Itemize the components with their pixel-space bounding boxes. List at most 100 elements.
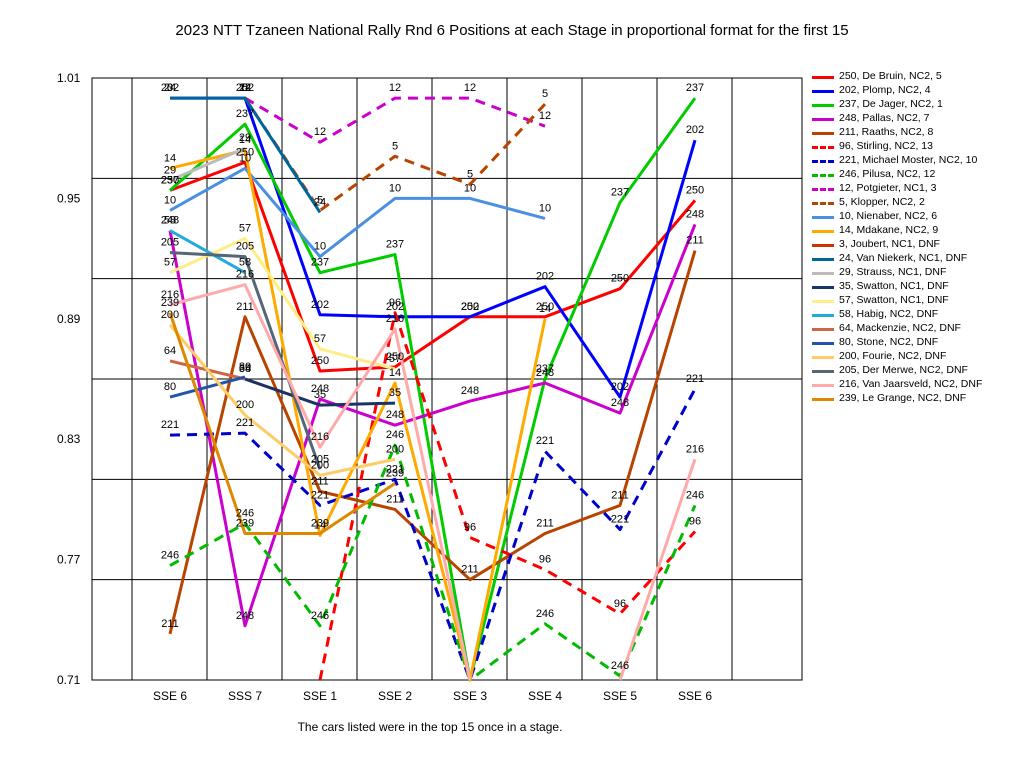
series-line-29 [169,146,246,182]
point-label: 248 [536,367,554,379]
legend-item: 250, De Bruin, NC2, 5 [812,70,1022,83]
point-label: 237 [236,108,254,120]
point-label: 14 [389,367,401,379]
point-label: 211 [386,493,404,505]
x-tick-label: SSE 6 [678,689,712,703]
legend-label: 29, Strauss, NC1, DNF [839,266,947,278]
legend-label: 10, Nienaber, NC2, 6 [839,210,938,222]
x-tick-label: SSE 1 [303,689,337,703]
x-tick-label: SSE 5 [603,689,637,703]
point-label: 237 [686,82,704,94]
series-line-96 [318,311,697,681]
legend-swatch [812,160,834,163]
series-line-250 [169,160,697,373]
legend-item: 205, Der Merwe, NC2, DNF [812,364,1022,377]
point-label: 246 [161,550,179,562]
legend-label: 237, De Jager, NC2, 1 [839,98,943,110]
legend-item: 211, Raaths, NC2, 8 [812,126,1022,139]
point-label: 237 [161,174,179,186]
point-label: 250 [461,301,479,313]
y-axis-ticks: 1.01 0.95 0.89 0.83 0.77 0.71 [57,71,81,687]
legend-label: 24, Van Niekerk, NC1, DNF [839,252,968,264]
point-label: 80 [164,381,176,393]
point-label: 221 [311,489,329,501]
legend-swatch [812,370,834,373]
point-label: 14 [164,152,176,164]
point-label: 10 [464,182,476,194]
series-line-24 [170,96,322,214]
point-label: 10 [239,152,251,164]
legend-label: 35, Swatton, NC1, DNF [839,280,949,292]
legend-item: 35, Swatton, NC1, DNF [812,280,1022,293]
legend-label: 211, Raaths, NC2, 8 [839,126,934,138]
point-label: 10 [164,194,176,206]
point-label: 5 [392,140,398,152]
legend-label: 3, Joubert, NC1, DNF [839,238,940,250]
point-label: 237 [311,257,329,269]
point-label: 216 [236,269,254,281]
point-label: 250 [311,355,329,367]
point-label: 248 [236,610,254,622]
legend-label: 246, Pilusa, NC2, 12 [839,168,936,180]
legend-label: 12, Potgieter, NC1, 3 [839,182,937,194]
legend-label: 248, Pallas, NC2, 7 [839,112,930,124]
point-label: 221 [386,463,404,475]
legend-label: 239, Le Grange, NC2, DNF [839,392,967,404]
point-label: 58 [164,215,176,227]
point-label: 239 [236,518,254,530]
point-label: 14 [539,303,551,315]
point-label: 248 [311,383,329,395]
point-label: 96 [539,554,551,566]
point-label: 80 [239,361,251,373]
legend-label: 57, Swatton, NC1, DNF [839,294,949,306]
point-label: 24 [239,82,251,94]
series-line-80 [169,375,246,399]
legend-item: 248, Pallas, NC2, 7 [812,112,1022,125]
point-label: 12 [539,110,551,122]
point-label: 35 [389,387,401,399]
point-label: 10 [314,241,326,253]
x-tick-label: SSS 7 [228,689,262,703]
legend-item: 239, Le Grange, NC2, DNF [812,392,1022,405]
legend-swatch [812,328,834,331]
legend-item: 96, Stirling, NC2, 13 [812,140,1022,153]
series-line-202 [170,96,697,399]
chart-footer: The cars listed were in the top 15 once … [297,720,563,734]
legend-item: 57, Swatton, NC1, DNF [812,294,1022,307]
legend-swatch [812,398,834,401]
point-label: 12 [389,82,401,94]
legend-item: 29, Strauss, NC1, DNF [812,266,1022,279]
legend-item: 14, Mdakane, NC2, 9 [812,224,1022,237]
legend-label: 250, De Bruin, NC2, 5 [839,70,942,82]
point-label: 221 [686,373,704,385]
point-label: 202 [611,381,629,393]
point-label: 216 [686,443,704,455]
point-label: 96 [614,598,626,610]
point-label: 216 [311,431,329,443]
chart-title: 2023 NTT Tzaneen National Rally Rnd 6 Po… [175,22,849,39]
series-line-216 [618,458,697,681]
y-tick-label: 0.89 [57,312,81,326]
point-label: 211 [536,518,554,530]
point-label: 96 [689,516,701,528]
point-label: 248 [161,215,179,227]
legend-swatch [812,272,834,275]
point-label: 58 [239,257,251,269]
point-label: 248 [611,397,629,409]
legend-label: 221, Michael Moster, NC2, 10 [839,154,978,166]
point-label: 237 [386,239,404,251]
legend-swatch [812,216,834,219]
legend-label: 202, Plomp, NC2, 4 [839,84,931,96]
legend-swatch [812,258,834,261]
point-label: 29 [239,132,251,144]
legend-swatch [812,146,834,149]
point-label: 57 [164,257,176,269]
point-label: 96 [464,522,476,534]
point-label: 250 [386,351,404,363]
point-label: 200 [161,309,179,321]
legend-item: 80, Stone, NC2, DNF [812,336,1022,349]
series-line-246 [169,443,697,682]
point-label: 237 [536,363,554,375]
legend-label: 5, Klopper, NC2, 2 [839,196,925,208]
